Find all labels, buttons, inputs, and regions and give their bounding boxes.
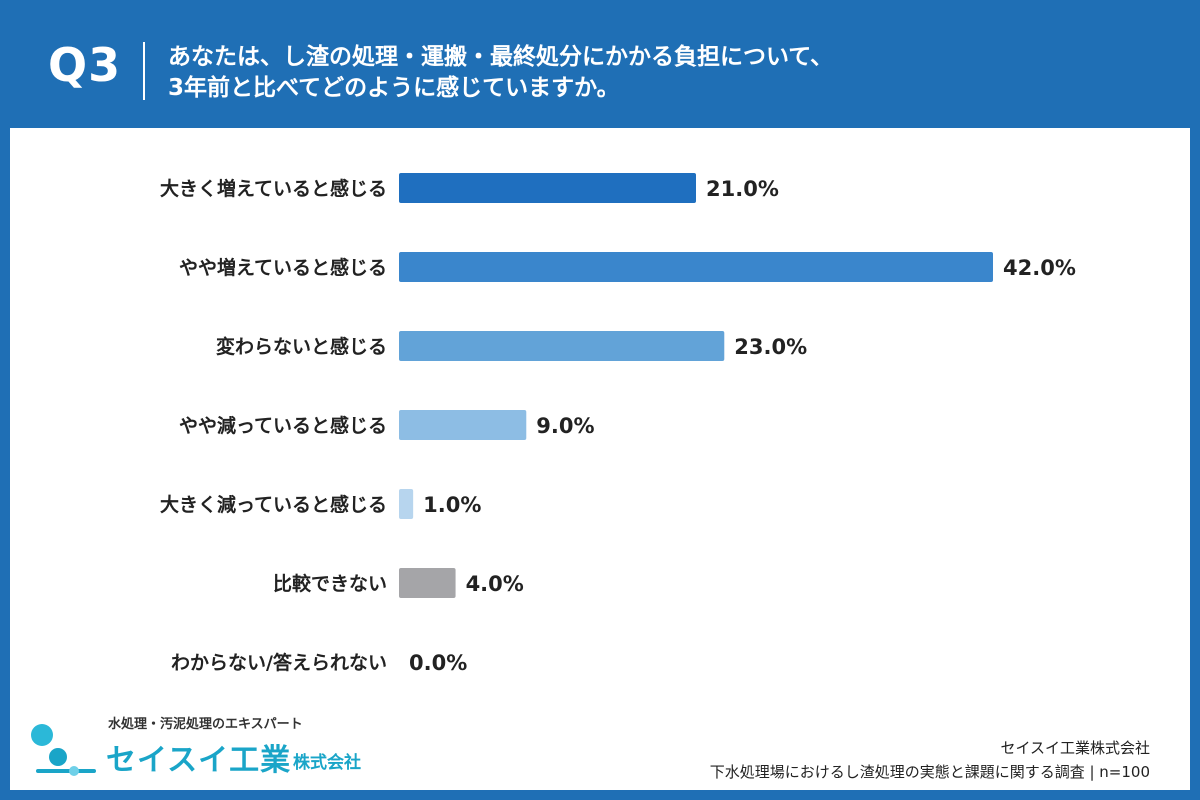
bar: [399, 410, 527, 440]
header: Q3 あなたは、し渣の処理・運搬・最終処分にかかる負担について、 3年前と比べて…: [0, 0, 1200, 128]
value-label: 21.0%: [706, 177, 779, 201]
question-line-2: 3年前と比べてどのように感じていますか。: [168, 75, 620, 101]
value-label: 42.0%: [1003, 256, 1076, 280]
bar-chart: 大きく増えていると感じる 21.0% やや増えていると感じる 42.0% 変わらないと感…: [160, 173, 1076, 675]
question-text: あなたは、し渣の処理・運搬・最終処分にかかる負担について、 3年前と比べてどのよ…: [168, 42, 833, 104]
category-label: わからない/答えられない: [171, 651, 387, 674]
category-label: やや減っていると感じる: [179, 414, 387, 437]
value-label: 23.0%: [734, 335, 807, 359]
bar: [399, 568, 456, 598]
category-label: 変わらないと感じる: [216, 335, 387, 358]
company-logo: 水処理・汚泥処理のエキスパート セイスイ工業 株式会社: [28, 713, 388, 783]
value-label: 1.0%: [423, 493, 481, 517]
footer-survey: 下水処理場におけるし渣処理の実態と課題に関する調査 | n=100: [709, 763, 1150, 781]
category-label: やや増えていると感じる: [179, 256, 387, 279]
header-divider: [143, 42, 145, 100]
question-number: Q3: [48, 38, 122, 92]
bar: [399, 252, 993, 282]
category-label: 大きく増えていると感じる: [160, 177, 387, 200]
footer-credit: セイスイ工業株式会社 下水処理場におけるし渣処理の実態と課題に関する調査 | n…: [710, 736, 1150, 784]
value-label: 4.0%: [466, 572, 524, 596]
footer-company: セイスイ工業株式会社: [1000, 739, 1150, 757]
bar: [399, 489, 414, 519]
logo-suffix: 株式会社: [293, 753, 361, 773]
logo-mark-icon: [31, 724, 96, 776]
bar: [399, 331, 725, 361]
bar: [399, 173, 696, 203]
logo-name: セイスイ工業: [106, 743, 292, 778]
value-label: 9.0%: [536, 414, 594, 438]
category-label: 大きく減っていると感じる: [160, 493, 387, 516]
question-line-1: あなたは、し渣の処理・運搬・最終処分にかかる負担について、: [168, 44, 834, 70]
logo-tagline: 水処理・汚泥処理のエキスパート: [108, 717, 303, 732]
value-label: 0.0%: [409, 651, 467, 675]
category-label: 比較できない: [273, 572, 387, 595]
chart-panel: 大きく増えていると感じる 21.0% やや増えていると感じる 42.0% 変わらないと感…: [10, 128, 1190, 790]
